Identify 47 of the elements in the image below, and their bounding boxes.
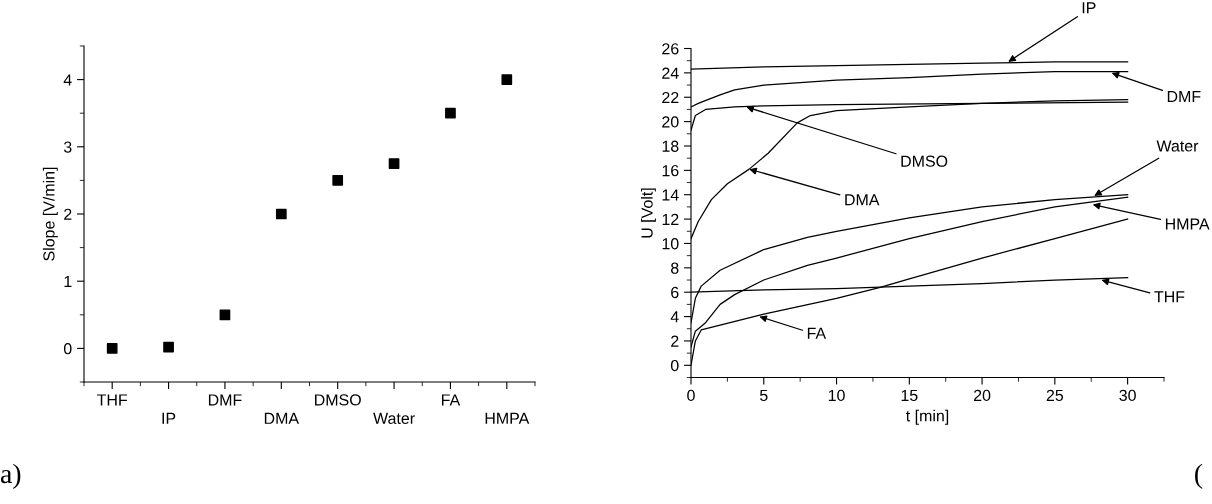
y-tick-label: 2: [64, 208, 72, 220]
annotation: DMA: [845, 194, 880, 206]
y-tick-label: 4: [63, 74, 72, 86]
y-tick-label: 16: [662, 164, 679, 177]
y-tick-label: 10: [662, 238, 679, 250]
annotation: IP: [1082, 2, 1096, 14]
annotation: HMPA: [1165, 218, 1210, 230]
x-tick-label: 30: [1119, 389, 1136, 402]
y-axis-title: U [Volt]: [640, 188, 656, 238]
x-tick-label: THF: [97, 394, 128, 406]
y-tick-label: 3: [63, 141, 72, 153]
y-tick-label: 12: [662, 213, 679, 225]
annotation: THF: [1154, 291, 1185, 303]
x-tick-label: 20: [974, 389, 991, 402]
x-axis-title: t [min]: [906, 409, 949, 425]
x-tick-label: DMA: [264, 412, 300, 424]
annotation: DMSO: [901, 155, 948, 167]
annotation: Water: [1156, 140, 1199, 152]
x-tick-label: 10: [828, 389, 845, 402]
annotation: DMF: [1167, 91, 1201, 102]
y-tick-label: 24: [662, 67, 679, 79]
y-tick-label: 1: [64, 276, 72, 287]
x-tick-label: IP: [162, 412, 176, 424]
y-tick-label: 20: [662, 116, 679, 128]
y-tick-label: 6: [671, 286, 679, 299]
x-tick-label: 15: [901, 389, 918, 402]
y-tick-label: 18: [662, 140, 679, 152]
x-tick-label: FA: [441, 394, 461, 406]
annotation: FA: [807, 327, 827, 339]
y-tick-label: 14: [662, 189, 679, 201]
x-tick-label: 5: [759, 389, 768, 402]
x-tick-label: DMSO: [315, 394, 361, 406]
text: a): [0, 463, 21, 489]
text: (: [1195, 463, 1203, 489]
y-tick-label: 2: [671, 335, 679, 347]
y-tick-label: 22: [662, 91, 679, 104]
y-axis-title: Slope [V/min]: [42, 167, 58, 261]
x-tick-label: HMPA: [485, 412, 530, 424]
x-tick-label: 25: [1046, 389, 1064, 402]
y-tick-label: 0: [670, 359, 679, 372]
y-tick-label: 26: [662, 43, 679, 55]
y-tick-label: 0: [63, 343, 72, 355]
x-tick-label: Water: [373, 412, 415, 425]
x-tick-label: 0: [687, 389, 695, 402]
y-tick-label: 8: [671, 262, 679, 274]
y-tick-label: 4: [670, 311, 679, 323]
x-tick-label: DMF: [208, 394, 242, 406]
